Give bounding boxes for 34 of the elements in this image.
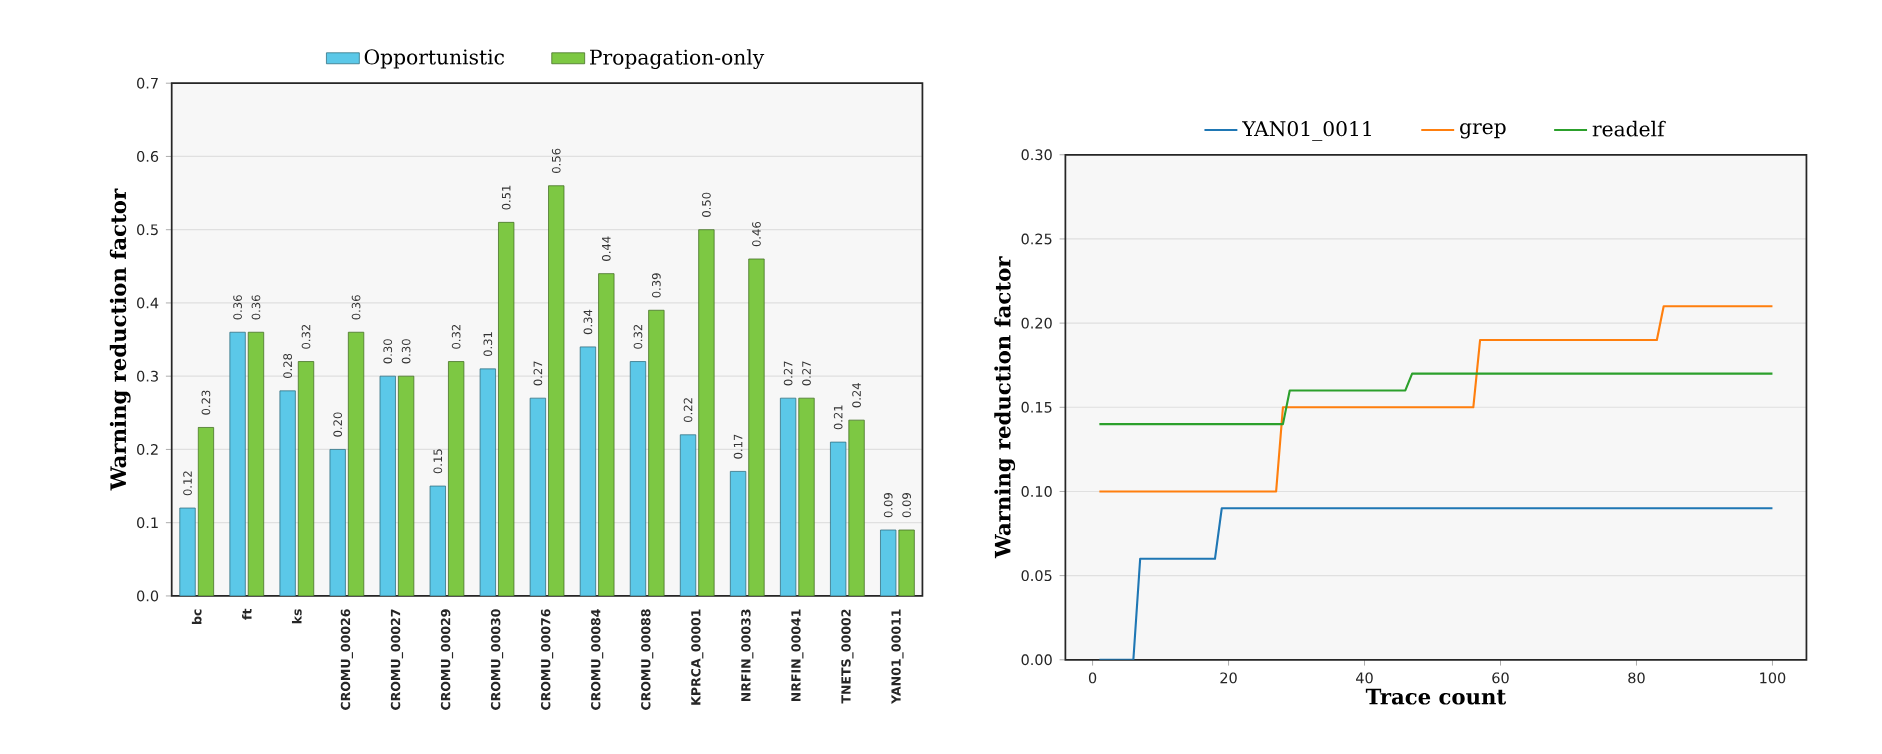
bar: [229, 331, 246, 596]
bar: [548, 185, 565, 596]
bar: [179, 507, 196, 596]
bar: [848, 419, 865, 596]
bar: [279, 390, 296, 596]
y-axis-title: Warning reduction factor: [109, 188, 131, 491]
bar: [648, 309, 665, 596]
legend-label: Propagation-only: [590, 48, 765, 69]
bar: [579, 346, 597, 596]
line-series: [1098, 304, 1774, 493]
bar: [479, 368, 496, 596]
bar: [379, 375, 396, 596]
legend-label: grep: [1460, 122, 1506, 139]
bar: [448, 360, 465, 596]
legend-label: readelf: [1592, 120, 1666, 137]
bar: [598, 272, 615, 596]
bar: [698, 229, 715, 596]
y-axis-title: Warning reduction factor: [994, 256, 1016, 558]
bar: [798, 397, 815, 596]
bar: [629, 360, 647, 596]
bar: [498, 221, 515, 596]
bar: [397, 375, 415, 596]
bar: [297, 360, 315, 596]
bar: [679, 434, 697, 596]
bar: [329, 448, 346, 596]
legend-label: YAN01_0011: [1242, 120, 1371, 141]
bar: [247, 331, 265, 596]
x-axis-title: Trace count: [1365, 688, 1507, 705]
bar: [347, 331, 365, 596]
bar: [197, 426, 215, 596]
legend-label: Opportunistic: [364, 49, 505, 69]
bar: [780, 397, 797, 596]
bar: [529, 397, 547, 596]
bar: [748, 258, 765, 596]
